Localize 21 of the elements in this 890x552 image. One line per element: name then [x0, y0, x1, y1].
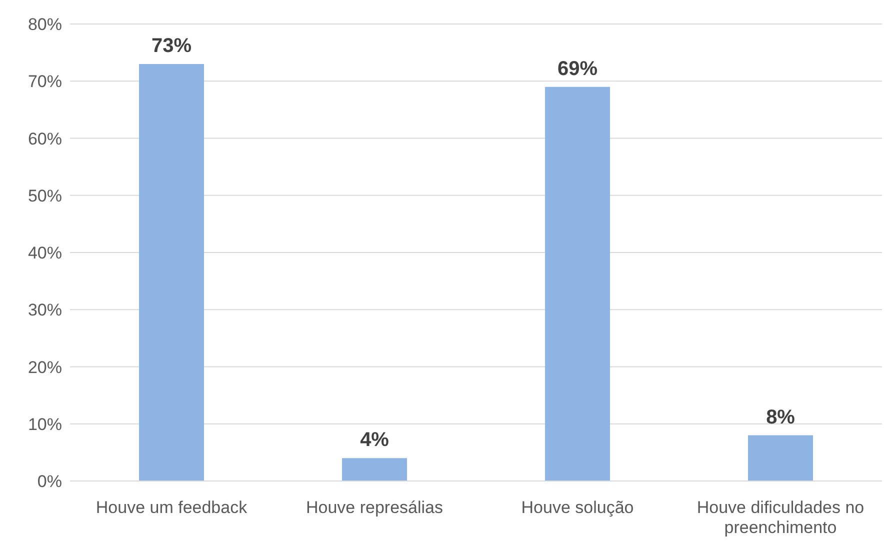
- bar: [748, 435, 814, 481]
- y-tick-label: 50%: [28, 186, 62, 206]
- x-tick-label: Houve solução: [521, 498, 634, 517]
- y-tick-label: 20%: [28, 358, 62, 377]
- x-tick-label: Houve um feedback: [96, 498, 248, 517]
- y-tick-label: 10%: [28, 414, 62, 434]
- data-label: 8%: [766, 406, 796, 428]
- x-tick-label: Houve dificuldades no preenchimento: [696, 498, 864, 537]
- bar: [342, 458, 408, 481]
- data-label: 73%: [152, 34, 192, 57]
- y-tick-label: 30%: [28, 300, 62, 320]
- data-label: 4%: [360, 429, 390, 452]
- bar: [139, 64, 204, 481]
- y-tick-label: 40%: [28, 244, 62, 263]
- y-tick-label: 80%: [28, 15, 62, 34]
- bar: [545, 86, 610, 481]
- y-tick-label: 60%: [28, 129, 62, 148]
- x-tick-label: Houve represálias: [306, 498, 444, 517]
- y-tick-label: 0%: [37, 472, 62, 492]
- y-tick-label: 70%: [28, 72, 62, 92]
- data-label: 69%: [558, 58, 598, 80]
